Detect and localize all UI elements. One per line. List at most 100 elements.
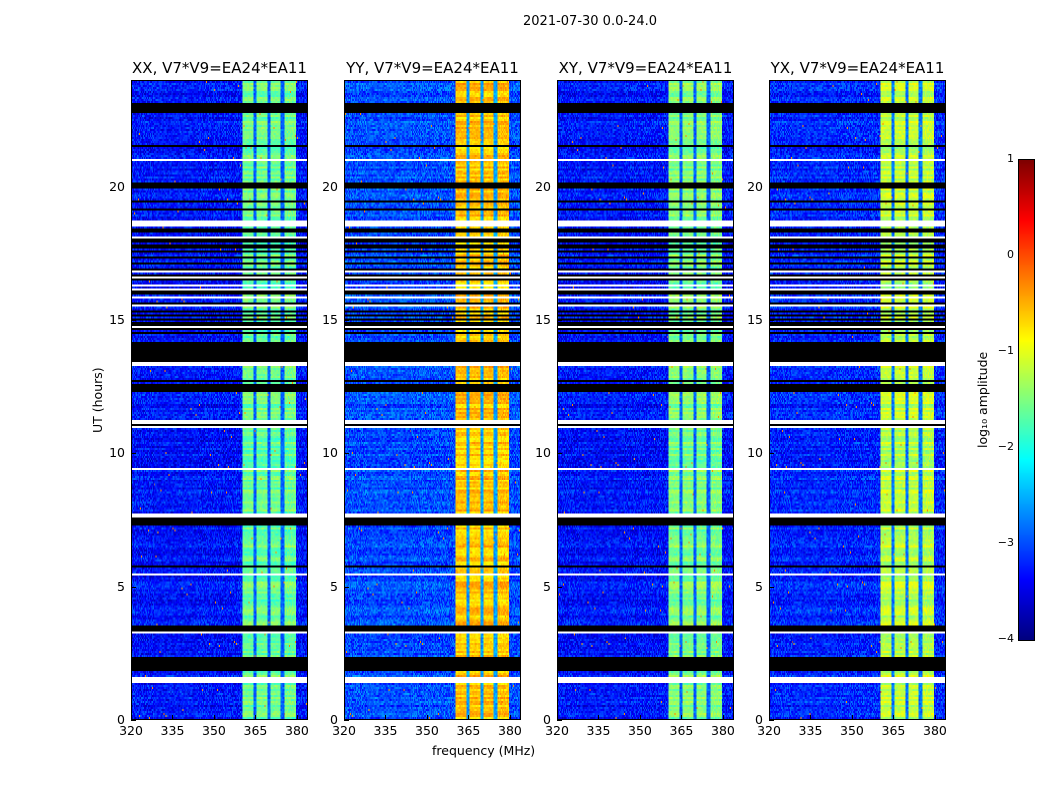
- panel-title: XX, V7*V9=EA24*EA11: [132, 59, 307, 77]
- x-tick-mark: [851, 715, 853, 720]
- y-tick-mark: [769, 186, 774, 188]
- x-tick-label: 380: [923, 723, 947, 738]
- x-tick-mark: [598, 715, 600, 720]
- colorbar-tick-label: −4: [997, 632, 1014, 645]
- y-tick-mark: [769, 586, 774, 588]
- x-tick-label: 350: [415, 723, 439, 738]
- x-tick-label: 365: [669, 723, 694, 738]
- y-tick-mark: [344, 720, 349, 721]
- x-tick-mark: [934, 715, 936, 720]
- x-tick-label: 335: [798, 723, 823, 738]
- y-tick-label: 0: [755, 712, 763, 727]
- x-tick-mark: [344, 715, 345, 720]
- y-tick-label: 0: [543, 712, 551, 727]
- x-tick-label: 365: [456, 723, 481, 738]
- y-tick-label: 15: [747, 312, 763, 327]
- x-tick-label: 335: [160, 723, 185, 738]
- y-tick-mark: [131, 320, 136, 321]
- colorbar-label: log₁₀ amplitude: [975, 351, 990, 448]
- heatmap-panel: [344, 80, 521, 720]
- figure-title: 2021-07-30 0.0-24.0: [523, 14, 657, 29]
- colorbar-tick-label: −3: [997, 536, 1014, 549]
- x-tick-mark: [131, 715, 132, 720]
- x-tick-mark: [639, 715, 641, 720]
- x-tick-mark: [509, 715, 511, 720]
- y-tick-label: 5: [543, 578, 551, 594]
- x-tick-mark: [172, 715, 174, 720]
- y-tick-mark: [557, 586, 562, 588]
- x-tick-mark: [681, 715, 683, 720]
- heatmap-canvas: [132, 81, 307, 719]
- x-tick-mark: [385, 715, 387, 720]
- x-tick-mark: [557, 715, 558, 720]
- y-tick-label: 5: [330, 578, 338, 594]
- x-tick-label: 380: [285, 723, 309, 738]
- y-tick-mark: [557, 453, 562, 455]
- y-tick-label: 20: [322, 178, 338, 194]
- x-tick-label: 350: [840, 723, 864, 738]
- y-tick-label: 15: [322, 312, 338, 327]
- panel-title: XY, V7*V9=EA24*EA11: [558, 59, 733, 77]
- x-tick-label: 320: [545, 723, 569, 738]
- y-tick-label: 0: [117, 712, 125, 727]
- heatmap-canvas: [558, 81, 733, 719]
- x-tick-label: 335: [586, 723, 611, 738]
- heatmap-canvas: [345, 81, 520, 719]
- colorbar-tick-label: −2: [997, 440, 1014, 453]
- colorbar-tick-label: 0: [1007, 248, 1014, 261]
- x-tick-mark: [213, 715, 215, 720]
- x-tick-mark: [722, 715, 724, 720]
- y-tick-label: 10: [322, 445, 338, 461]
- y-tick-label: 10: [535, 445, 551, 461]
- y-tick-mark: [344, 586, 349, 588]
- y-tick-mark: [344, 453, 349, 455]
- heatmap-canvas: [770, 81, 945, 719]
- y-tick-label: 0: [330, 712, 338, 727]
- x-tick-label: 380: [711, 723, 735, 738]
- x-tick-mark: [296, 715, 298, 720]
- y-tick-label: 20: [747, 178, 763, 194]
- y-tick-mark: [769, 453, 774, 455]
- x-tick-mark: [810, 715, 812, 720]
- y-tick-mark: [557, 186, 562, 188]
- y-tick-label: 15: [109, 312, 125, 327]
- x-tick-label: 320: [757, 723, 781, 738]
- y-tick-mark: [344, 320, 349, 321]
- y-tick-mark: [131, 186, 136, 188]
- y-tick-mark: [557, 320, 562, 321]
- x-tick-label: 350: [202, 723, 226, 738]
- colorbar-tick-label: −1: [997, 344, 1014, 357]
- x-tick-label: 350: [628, 723, 652, 738]
- x-tick-label: 365: [243, 723, 268, 738]
- x-tick-mark: [426, 715, 428, 720]
- x-tick-label: 320: [332, 723, 356, 738]
- colorbar-tick-label: 1: [1007, 152, 1014, 165]
- x-tick-label: 365: [881, 723, 906, 738]
- heatmap-panel: [769, 80, 946, 720]
- y-tick-mark: [344, 186, 349, 188]
- y-tick-label: 5: [755, 578, 763, 594]
- x-tick-label: 335: [373, 723, 398, 738]
- y-tick-mark: [769, 320, 774, 321]
- x-tick-mark: [468, 715, 470, 720]
- panel-title: YY, V7*V9=EA24*EA11: [346, 59, 519, 77]
- heatmap-panel: [557, 80, 734, 720]
- x-tick-mark: [893, 715, 895, 720]
- y-tick-label: 20: [109, 178, 125, 194]
- y-tick-mark: [131, 720, 136, 721]
- heatmap-panel: [131, 80, 308, 720]
- y-tick-label: 15: [535, 312, 551, 327]
- y-tick-mark: [131, 453, 136, 455]
- x-tick-label: 320: [119, 723, 143, 738]
- colorbar: [1018, 159, 1035, 641]
- y-tick-label: 5: [117, 578, 125, 594]
- y-tick-label: 20: [535, 178, 551, 194]
- y-axis-label: UT (hours): [90, 367, 105, 433]
- x-tick-mark: [255, 715, 257, 720]
- x-tick-label: 380: [498, 723, 522, 738]
- y-tick-mark: [557, 720, 562, 721]
- y-tick-label: 10: [747, 445, 763, 461]
- panel-title: YX, V7*V9=EA24*EA11: [770, 59, 945, 77]
- y-tick-mark: [769, 720, 774, 721]
